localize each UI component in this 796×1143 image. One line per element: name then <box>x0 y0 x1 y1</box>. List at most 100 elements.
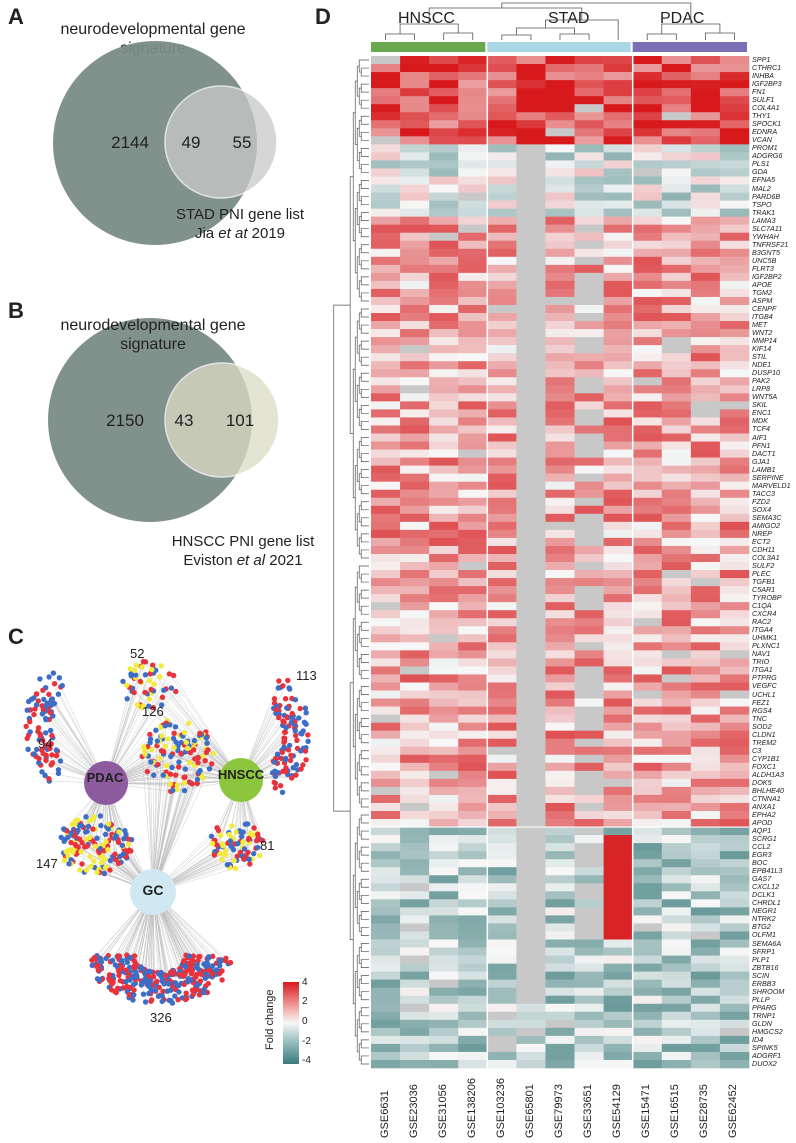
heat-cell <box>429 939 459 948</box>
heat-cell <box>400 899 430 908</box>
heat-cell <box>661 88 692 97</box>
gene-node-all-three <box>206 766 213 772</box>
heat-cell <box>603 176 633 185</box>
heat-cell <box>400 441 430 450</box>
heat-cell <box>661 947 692 956</box>
gene-node-all-three <box>194 780 200 787</box>
gene-label: APOE <box>752 279 772 289</box>
heat-cell <box>603 449 633 458</box>
heat-cell <box>574 754 604 764</box>
heat-cell <box>632 160 663 169</box>
heat-cell <box>603 931 633 940</box>
heat-cell <box>632 883 663 892</box>
heat-cell <box>574 481 604 491</box>
gene-node-all-three <box>181 729 188 736</box>
heat-cell <box>429 1019 459 1029</box>
hub-pdac-label: PDAC <box>86 770 124 785</box>
heat-cell <box>545 513 575 523</box>
heat-cell <box>690 650 721 659</box>
gene-label: CYP1B1 <box>752 753 780 763</box>
heat-cell <box>719 529 750 539</box>
heat-cell <box>632 674 663 683</box>
heat-cell <box>487 377 517 386</box>
heat-cell <box>429 859 459 868</box>
heat-cell <box>458 722 488 731</box>
heat-cell <box>458 650 488 659</box>
heat-cell <box>516 827 546 836</box>
gene-node-hnscc-only <box>296 715 302 721</box>
heat-cell <box>632 955 663 964</box>
gene-label: NEGR1 <box>752 906 777 916</box>
heat-cell <box>458 160 488 169</box>
heat-cell <box>371 208 401 217</box>
heat-cell <box>632 979 663 988</box>
heat-cell <box>400 369 430 378</box>
heat-cell <box>429 778 459 788</box>
gene-node-pdac-only <box>55 770 62 777</box>
heat-cell <box>719 666 750 675</box>
heat-cell <box>661 304 692 314</box>
heat-cell <box>429 280 459 290</box>
heat-cell <box>429 529 459 539</box>
heat-cell <box>603 208 633 217</box>
gene-label: SERPINE <box>752 472 784 482</box>
heat-cell <box>719 570 750 579</box>
heat-cell <box>429 650 459 659</box>
heat-cell <box>516 674 546 683</box>
heat-cell <box>371 409 401 418</box>
heat-cell <box>371 553 401 563</box>
heat-cell <box>400 553 430 563</box>
gene-node-hnscc-only <box>300 728 306 734</box>
heat-cell <box>719 618 750 627</box>
heat-cell <box>632 995 663 1005</box>
heat-cell <box>487 1059 517 1069</box>
heat-cell <box>603 168 633 177</box>
heat-cell <box>400 802 430 812</box>
sample-label: GSE62452 <box>727 1084 740 1138</box>
heat-cell <box>429 313 459 322</box>
heat-cell <box>429 875 459 884</box>
heat-cell <box>371 465 401 474</box>
heat-cell <box>632 168 663 177</box>
heat-cell <box>516 248 546 258</box>
heat-cell <box>458 706 488 715</box>
heat-cell <box>458 610 488 619</box>
heat-cell <box>603 971 633 980</box>
heat-cell <box>429 915 459 924</box>
heat-cell <box>574 208 604 217</box>
heat-cell <box>719 1003 750 1013</box>
heat-cell <box>458 168 488 177</box>
heat-cell <box>487 136 517 145</box>
gene-label: FN1 <box>752 87 766 97</box>
heat-cell <box>719 296 750 306</box>
gene-node-all-three <box>191 737 198 744</box>
heat-cell <box>400 505 430 515</box>
heat-cell <box>487 682 517 691</box>
heat-cell <box>545 931 575 940</box>
heat-cell <box>603 987 633 997</box>
gene-node-pdac-only <box>36 760 42 766</box>
heat-cell <box>487 867 517 876</box>
gene-label: MET <box>752 320 768 330</box>
heat-cell <box>516 923 546 932</box>
gene-node-hnscc-only <box>292 728 298 734</box>
heat-cell <box>429 224 459 233</box>
heat-cell <box>429 706 459 715</box>
group-label-hnscc: HNSCC <box>398 10 455 27</box>
gene-node-pdac-gc <box>125 841 132 847</box>
heat-cell <box>690 441 721 450</box>
gene-node-gc-only <box>127 984 133 991</box>
gene-node-hnscc-only <box>290 765 296 771</box>
heat-cell <box>371 562 401 571</box>
heat-cell <box>371 449 401 458</box>
heat-cell <box>458 963 488 972</box>
gene-node-hnscc-only <box>281 744 287 750</box>
gene-label: ZBTB16 <box>752 962 779 972</box>
heat-cell <box>516 489 546 499</box>
heat-cell <box>487 521 517 531</box>
heat-cell <box>719 168 750 177</box>
gene-label: ENC1 <box>752 408 772 418</box>
heat-cell <box>719 714 750 723</box>
heat-cell <box>719 489 750 499</box>
heat-cell <box>400 176 430 185</box>
